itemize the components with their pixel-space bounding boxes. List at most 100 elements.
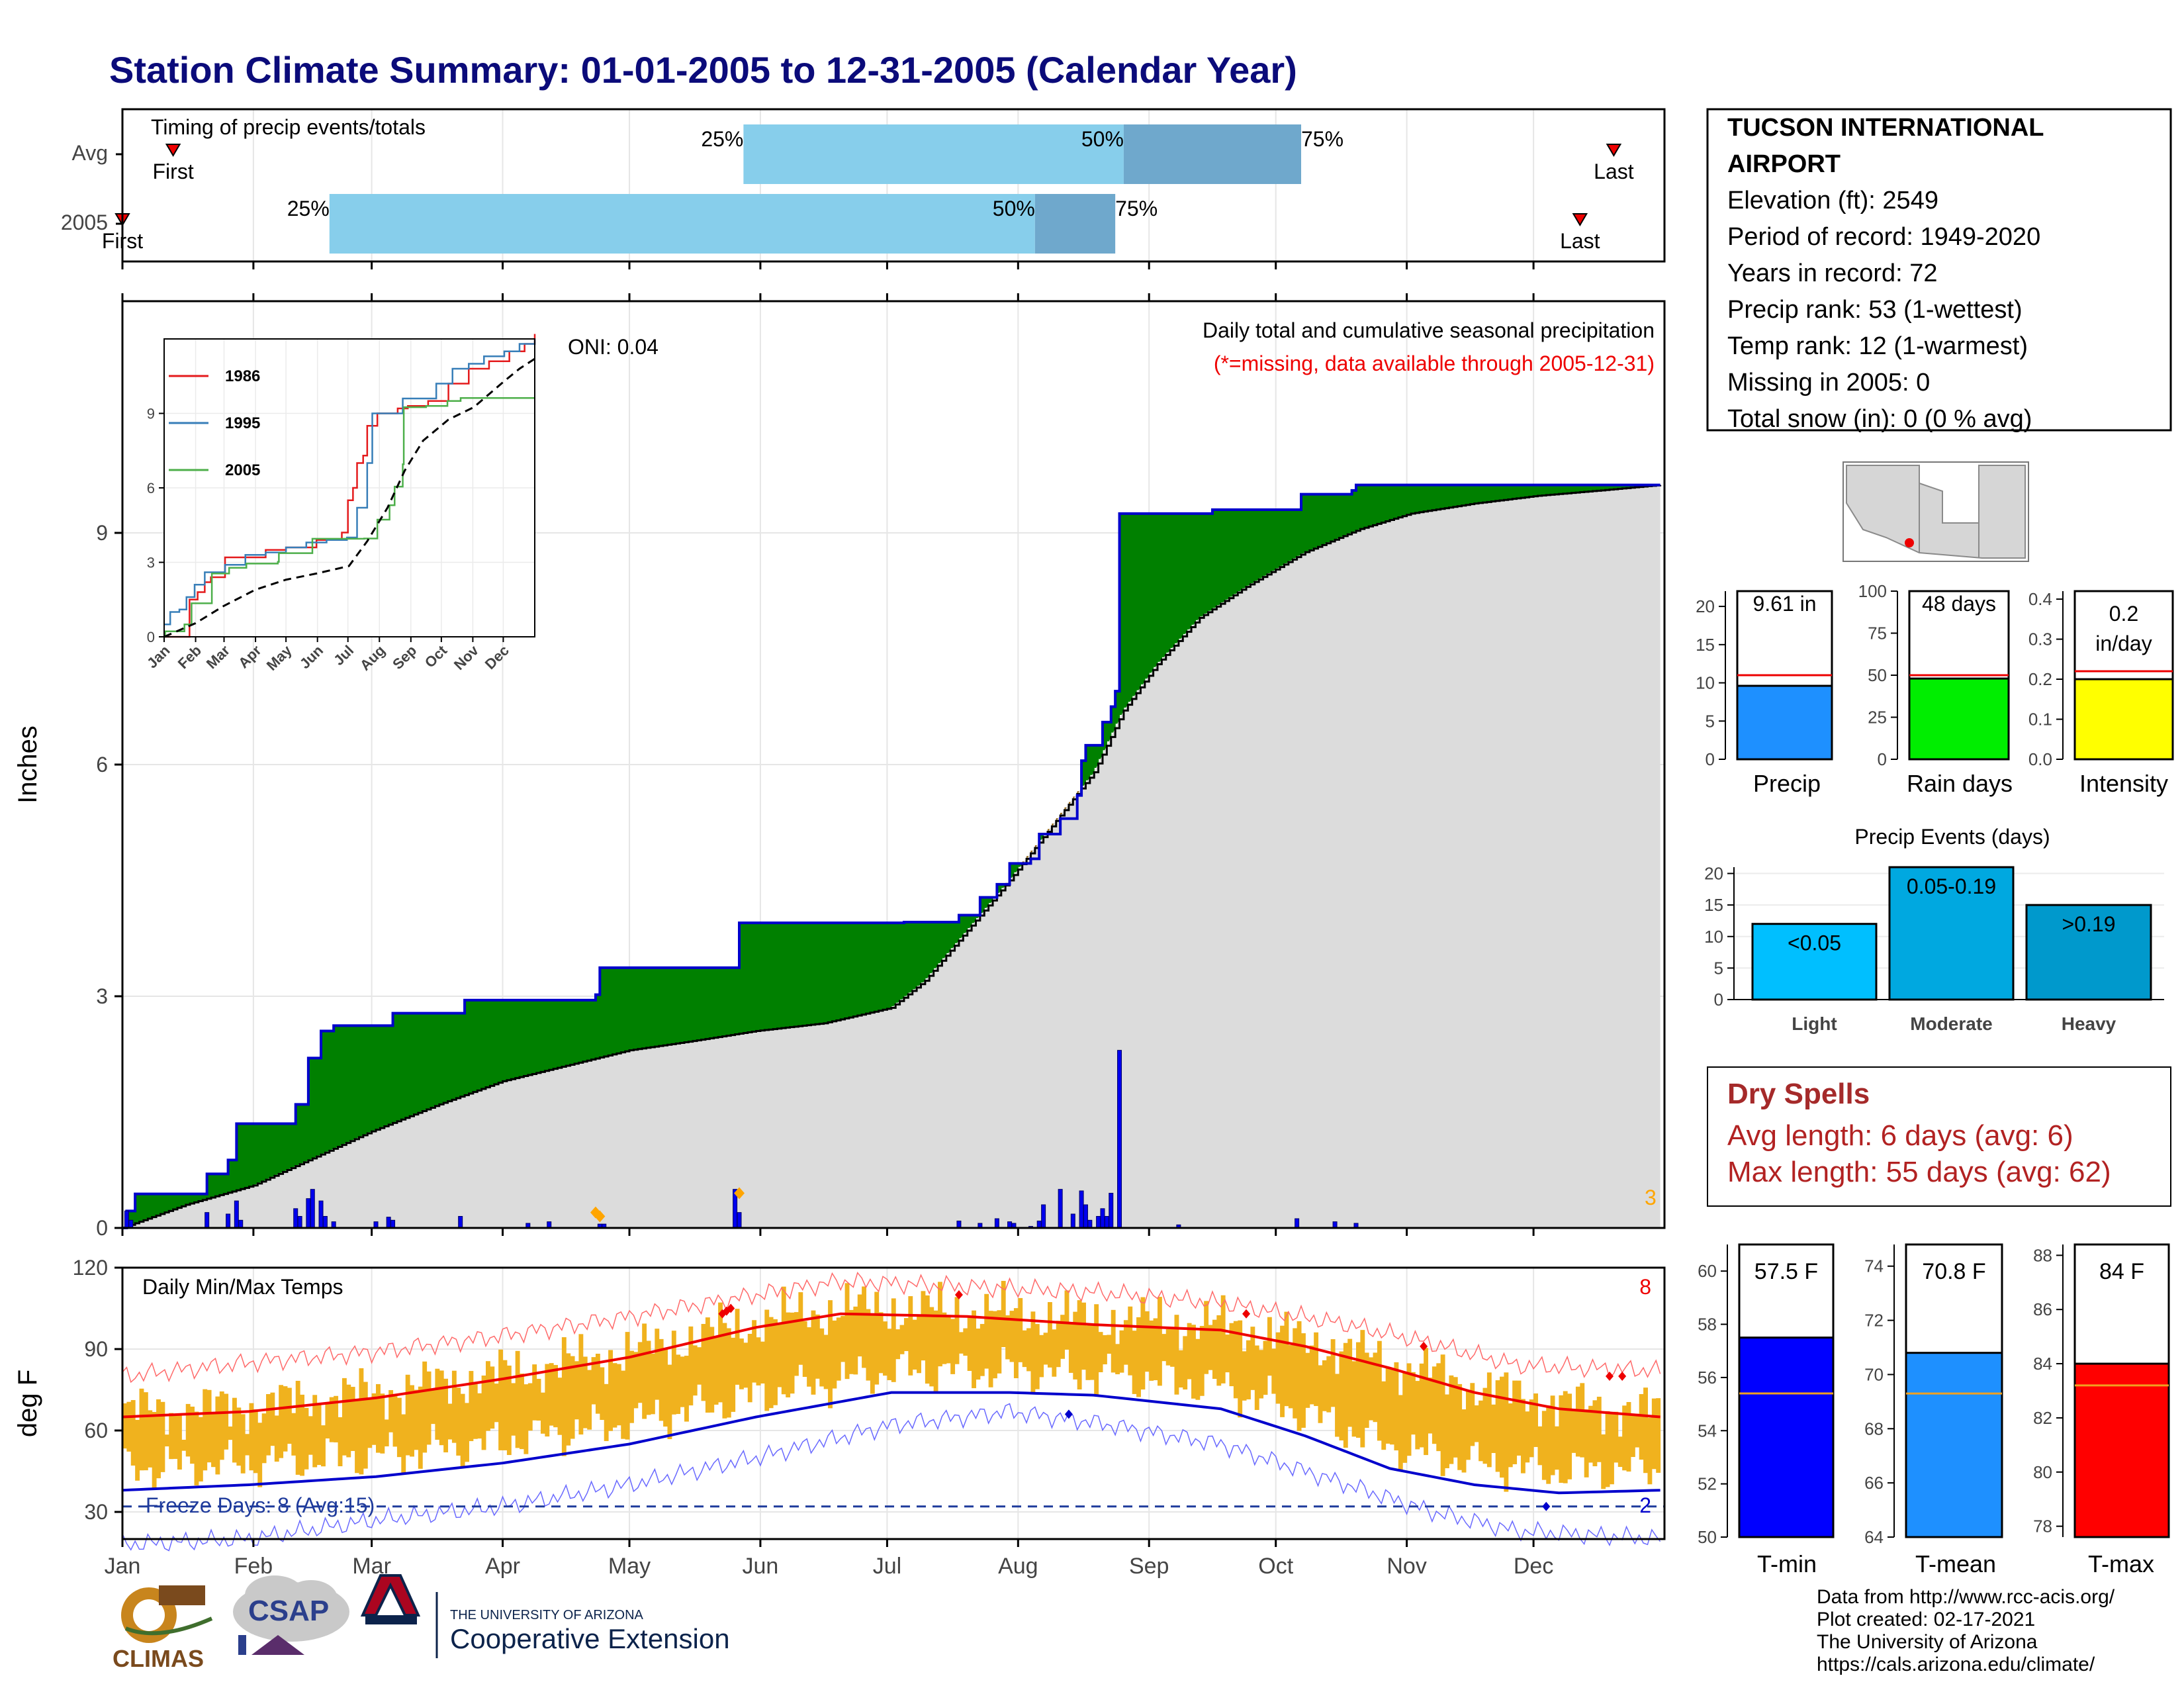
daily-temp-range-bar bbox=[173, 1414, 178, 1459]
events-y-tick-label: 15 bbox=[1704, 895, 1723, 915]
daily-temp-range-bar bbox=[1229, 1323, 1234, 1387]
above-normal-fill bbox=[181, 1194, 187, 1206]
daily-temp-range-bar bbox=[1424, 1348, 1429, 1456]
month-label: Oct bbox=[1258, 1554, 1293, 1579]
daily-temp-range-bar bbox=[802, 1321, 807, 1378]
inset-series-2005 bbox=[164, 397, 535, 638]
daily-temp-range-bar bbox=[1161, 1334, 1167, 1362]
daily-precip-bar bbox=[322, 1216, 328, 1229]
daily-temp-range-bar bbox=[1056, 1321, 1061, 1368]
above-normal-fill bbox=[164, 1194, 169, 1212]
daily-temp-range-bar bbox=[1643, 1387, 1648, 1474]
daily-temp-range-bar bbox=[1048, 1302, 1052, 1368]
events-bar-moderate bbox=[1888, 866, 2015, 1001]
daily-temp-range-bar bbox=[1149, 1320, 1154, 1381]
daily-precip-bar bbox=[1104, 1216, 1109, 1229]
above-normal-fill bbox=[414, 1013, 419, 1114]
above-normal-fill bbox=[1419, 485, 1424, 512]
above-normal-fill bbox=[418, 1013, 423, 1112]
daily-temp-range-bar bbox=[371, 1393, 377, 1445]
temp-y-tick-label: 72 bbox=[1864, 1311, 1884, 1331]
daily-temp-range-bar bbox=[1170, 1329, 1175, 1367]
daily-temp-range-bar bbox=[1601, 1434, 1606, 1489]
month-label: Dec bbox=[1514, 1554, 1553, 1579]
above-normal-fill bbox=[574, 1000, 580, 1064]
daily-temp-range-bar bbox=[130, 1400, 136, 1466]
daily-temp-range-bar bbox=[1199, 1326, 1205, 1396]
above-normal-fill bbox=[688, 967, 694, 1042]
daily-temp-range-bar bbox=[731, 1337, 736, 1412]
daily-temp-range-bar bbox=[240, 1414, 246, 1474]
above-normal-fill bbox=[616, 967, 621, 1053]
above-normal-fill bbox=[557, 1000, 563, 1068]
timing-label-75: 75% bbox=[1301, 127, 1343, 151]
above-normal-fill bbox=[460, 1013, 465, 1096]
daily-temp-range-bar bbox=[1187, 1323, 1192, 1380]
daily-temp-range-bar bbox=[743, 1342, 749, 1388]
above-normal-fill bbox=[1369, 485, 1374, 526]
daily-temp-range-bar bbox=[671, 1331, 676, 1415]
above-normal-fill bbox=[582, 1000, 588, 1061]
daily-temp-range-bar bbox=[359, 1368, 364, 1475]
above-normal-fill bbox=[659, 967, 664, 1046]
above-normal-fill bbox=[1479, 485, 1484, 503]
daily-temp-range-bar bbox=[1440, 1354, 1445, 1476]
daily-temp-range-bar bbox=[1326, 1356, 1332, 1413]
daily-temp-range-bar bbox=[532, 1364, 537, 1421]
above-normal-fill bbox=[908, 922, 913, 993]
daily-temp-range-bar bbox=[1064, 1290, 1069, 1350]
daily-temp-range-bar bbox=[363, 1382, 368, 1469]
above-normal-fill bbox=[1132, 513, 1137, 696]
location-map bbox=[1843, 461, 2029, 562]
daily-temp-range-bar bbox=[477, 1393, 482, 1439]
daily-temp-range-bar bbox=[380, 1393, 385, 1454]
temp-y-tick-label: 54 bbox=[1698, 1421, 1717, 1440]
timing-bar-25-50 bbox=[329, 194, 1035, 254]
daily-temp-range-bar bbox=[1364, 1352, 1369, 1429]
daily-temp-range-bar bbox=[823, 1335, 829, 1389]
daily-temp-range-bar bbox=[1330, 1339, 1336, 1407]
above-normal-fill bbox=[261, 1123, 267, 1181]
above-normal-fill bbox=[1377, 485, 1382, 524]
above-normal-fill bbox=[1398, 485, 1403, 517]
above-normal-fill bbox=[802, 923, 807, 1026]
above-normal-fill bbox=[1153, 513, 1158, 667]
daily-temp-range-bar bbox=[304, 1407, 309, 1470]
above-normal-fill bbox=[692, 967, 698, 1041]
daily-temp-range-bar bbox=[925, 1295, 930, 1384]
above-normal-fill bbox=[756, 923, 761, 1031]
precip-y-tick-label: 6 bbox=[96, 753, 108, 776]
daily-temp-range-bar bbox=[566, 1353, 571, 1446]
daily-temp-range-bar bbox=[456, 1387, 461, 1456]
above-normal-fill bbox=[1360, 485, 1365, 529]
above-normal-fill bbox=[1204, 513, 1209, 614]
daily-temp-range-bar bbox=[1174, 1315, 1179, 1395]
above-normal-fill bbox=[1339, 494, 1344, 538]
above-normal-fill bbox=[143, 1194, 148, 1220]
above-normal-fill bbox=[967, 915, 972, 929]
above-normal-fill bbox=[604, 967, 609, 1056]
above-normal-fill bbox=[1009, 863, 1015, 878]
above-normal-fill bbox=[160, 1194, 165, 1213]
daily-precip-bar bbox=[1100, 1208, 1105, 1229]
above-normal-fill bbox=[921, 922, 926, 983]
precip-panel-subtitle: (*=missing, data available through 2005-… bbox=[1214, 352, 1655, 375]
above-normal-fill bbox=[435, 1013, 440, 1105]
daily-temp-range-bar bbox=[722, 1323, 727, 1419]
above-normal-fill bbox=[443, 1013, 449, 1102]
above-normal-fill bbox=[545, 1000, 550, 1070]
above-normal-fill bbox=[447, 1013, 453, 1101]
daily-temp-range-bar bbox=[1351, 1361, 1357, 1437]
above-normal-fill bbox=[392, 1013, 398, 1123]
daily-temp-range-bar bbox=[561, 1337, 567, 1456]
above-normal-fill bbox=[1622, 485, 1627, 489]
dry-spells-box: Dry Spells Avg length: 6 days (avg: 6) M… bbox=[1707, 1066, 2171, 1207]
temp-y-tick-label: 68 bbox=[1864, 1419, 1884, 1438]
daily-temp-range-bar bbox=[1428, 1378, 1433, 1434]
timing-last-marker bbox=[1572, 213, 1588, 226]
above-normal-fill bbox=[325, 1031, 330, 1152]
daily-temp-range-bar bbox=[612, 1363, 617, 1428]
daily-temp-range-bar bbox=[1647, 1417, 1653, 1485]
daily-temp-range-bar bbox=[1567, 1393, 1572, 1479]
